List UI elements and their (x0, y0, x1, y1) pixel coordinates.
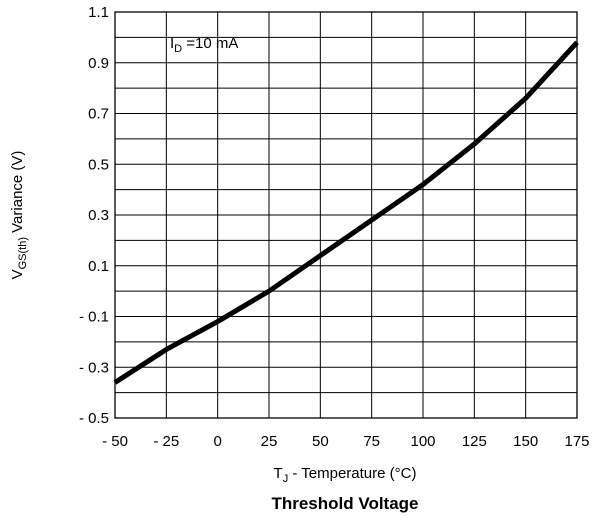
x-tick-label: 100 (410, 433, 435, 450)
x-axis-label: TJ - Temperature (°C) (274, 465, 417, 485)
chart-title: Threshold Voltage (271, 494, 418, 513)
plot-frame (114, 11, 578, 419)
x-tick-labels: - 50 - 25 0 25 50 75 100 125 150 175 (102, 433, 589, 450)
series-line (113, 40, 579, 385)
x-tick-label: 125 (462, 433, 487, 450)
y-tick-label: 0.3 (88, 207, 109, 224)
y-tick-label: - 0.1 (79, 309, 109, 326)
x-tick-label: 150 (513, 433, 538, 450)
y-tick-label: - 0.3 (79, 359, 109, 376)
minor-gridlines (115, 36, 577, 394)
x-tick-label: 75 (363, 433, 380, 450)
major-gridlines (165, 12, 527, 418)
x-tick-label: 25 (261, 433, 278, 450)
y-axis-label: VGS(th) Variance (V) (9, 151, 29, 280)
y-tick-label: 1.1 (88, 4, 109, 21)
series-lines (113, 40, 579, 385)
y-tick-label: 0.7 (88, 106, 109, 123)
x-tick-label: 0 (213, 433, 221, 450)
y-tick-label: - 0.5 (79, 410, 109, 427)
y-tick-label: 0.9 (88, 55, 109, 72)
x-tick-label: 175 (564, 433, 589, 450)
y-tick-label: 0.5 (88, 156, 109, 173)
x-tick-label: - 25 (153, 433, 179, 450)
y-tick-labels: - 0.5 - 0.3 - 0.1 0.1 0.3 0.5 0.7 0.9 1.1 (79, 4, 109, 427)
x-tick-label: 50 (312, 433, 329, 450)
x-tick-label: - 50 (102, 433, 128, 450)
annotation-id-label: ID =10 mA (170, 35, 238, 55)
y-tick-label: 0.1 (88, 258, 109, 275)
